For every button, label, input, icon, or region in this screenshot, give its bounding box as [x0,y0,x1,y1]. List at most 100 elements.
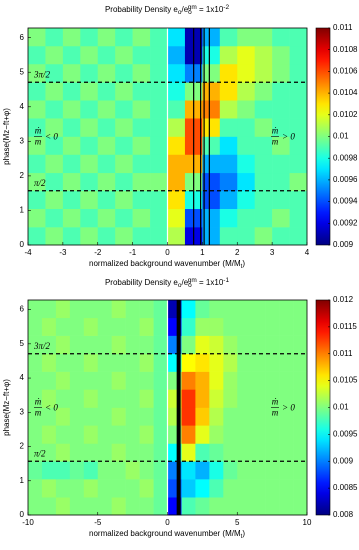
heatmap-cell [80,154,99,174]
title-part: o [188,282,192,289]
heatmap-cell [150,63,168,83]
colorbar-tick-label: 0.0105 [333,376,358,385]
heatmap-cell [272,118,290,137]
heatmap-cell [55,497,71,516]
heatmap-cell [265,479,280,498]
heatmap-cell [265,353,280,372]
heatmap-cell [167,154,186,174]
heatmap-cell [153,461,168,480]
heatmap-cell [55,300,71,319]
annotation-numerator: ṁ [35,126,42,136]
heatmap-cell [272,227,290,246]
heatmap-cell [153,300,168,319]
heatmap-cell [223,497,238,516]
heatmap-cell [41,353,57,372]
heatmap-cell [115,208,133,228]
colorbar-tick-label: 0.012 [333,295,354,304]
line-label: π/2 [34,448,46,458]
heatmap-cell [237,136,255,155]
colorbar-tick-label: 0.0098 [333,153,358,162]
heatmap-cell [153,353,168,372]
heatmap-cell [167,28,186,47]
title-part: = 1x10 [197,278,224,287]
heatmap-cell [150,45,168,65]
heatmap-cell [83,407,99,426]
heatmap-cell [150,154,168,174]
heatmap-cell [209,425,224,444]
annotation-denominator: m [272,137,279,147]
title-part: /e [181,278,188,287]
annotation-relation: < 0 [45,132,58,142]
heatmap-cell [195,300,210,319]
heatmap-cell [265,461,280,480]
heatmap-cell [45,63,64,83]
heatmap-cell [45,28,64,47]
annotation-denominator: m [35,408,42,418]
heatmap-cell [181,461,196,480]
colorbar-tick-label: 0.0108 [333,45,358,54]
heatmap-cell [80,190,99,210]
heatmap-cell [125,443,140,462]
heatmap-cell [289,172,308,192]
heatmap-cell [279,353,294,372]
heatmap-cell [150,28,168,47]
heatmap-cell [167,118,186,137]
heatmap-cell [45,45,64,65]
heatmap-cell [223,407,238,426]
heatmap-cell [181,479,196,498]
heatmap-cell [62,100,81,119]
heatmap-cell [132,154,151,174]
heatmap-cell [279,461,294,480]
heatmap-cell [254,63,273,83]
heatmap-cell [28,479,43,498]
heatmap-cell [125,389,140,408]
heatmap-cell [195,425,210,444]
heatmap-cell [69,335,85,355]
heatmap-cell [111,335,126,355]
heatmap-cell [97,389,112,408]
heatmap-cell [223,353,238,372]
heatmap-cell [28,371,43,390]
heatmap-cell [265,335,280,355]
heatmap-cell [279,389,294,408]
heatmap-cell [69,371,85,390]
heatmap-cell [150,82,168,101]
heatmap-cell [41,497,57,516]
heatmap-cell [97,208,116,228]
annotation-numerator: ṁ [272,397,279,407]
heatmap-cell [223,443,238,462]
heatmap-cell [254,172,273,192]
heatmap-cell [237,172,255,192]
heatmap-cell [139,443,154,462]
heatmap-cell [254,45,273,65]
heatmap-cell [125,425,140,444]
heatmap-cell [97,154,116,174]
heatmap-cell [202,118,221,137]
heatmap-cell [181,407,196,426]
heatmap-cell [265,425,280,444]
title-part: o [178,282,182,289]
heatmap-cell [237,443,252,462]
heatmap-cell [97,407,112,426]
heatmap-cell [153,371,168,390]
colorbar-tick-label: 0.0102 [333,110,358,119]
heatmap-cell [115,190,133,210]
heatmap-cell [181,497,196,516]
heatmap-cell [272,63,290,83]
heatmap-cell [41,461,57,480]
heatmap-cell [167,45,186,65]
heatmap-cell [41,443,57,462]
title-part: gm [188,4,197,11]
heatmap-cell [111,407,126,426]
heatmap-cell [83,461,99,480]
y-tick-label: 4 [20,373,25,382]
heatmap-cell [293,353,308,372]
heatmap-cell [251,317,266,336]
heatmap-cell [125,353,140,372]
heatmap-cell [289,154,308,174]
heatmap-cell [28,136,46,155]
heatmap-cell [97,63,116,83]
x-tick-label: -3 [59,248,67,257]
annotation-relation: > 0 [282,132,295,142]
colorbar-tick-label: 0.011 [333,349,353,358]
